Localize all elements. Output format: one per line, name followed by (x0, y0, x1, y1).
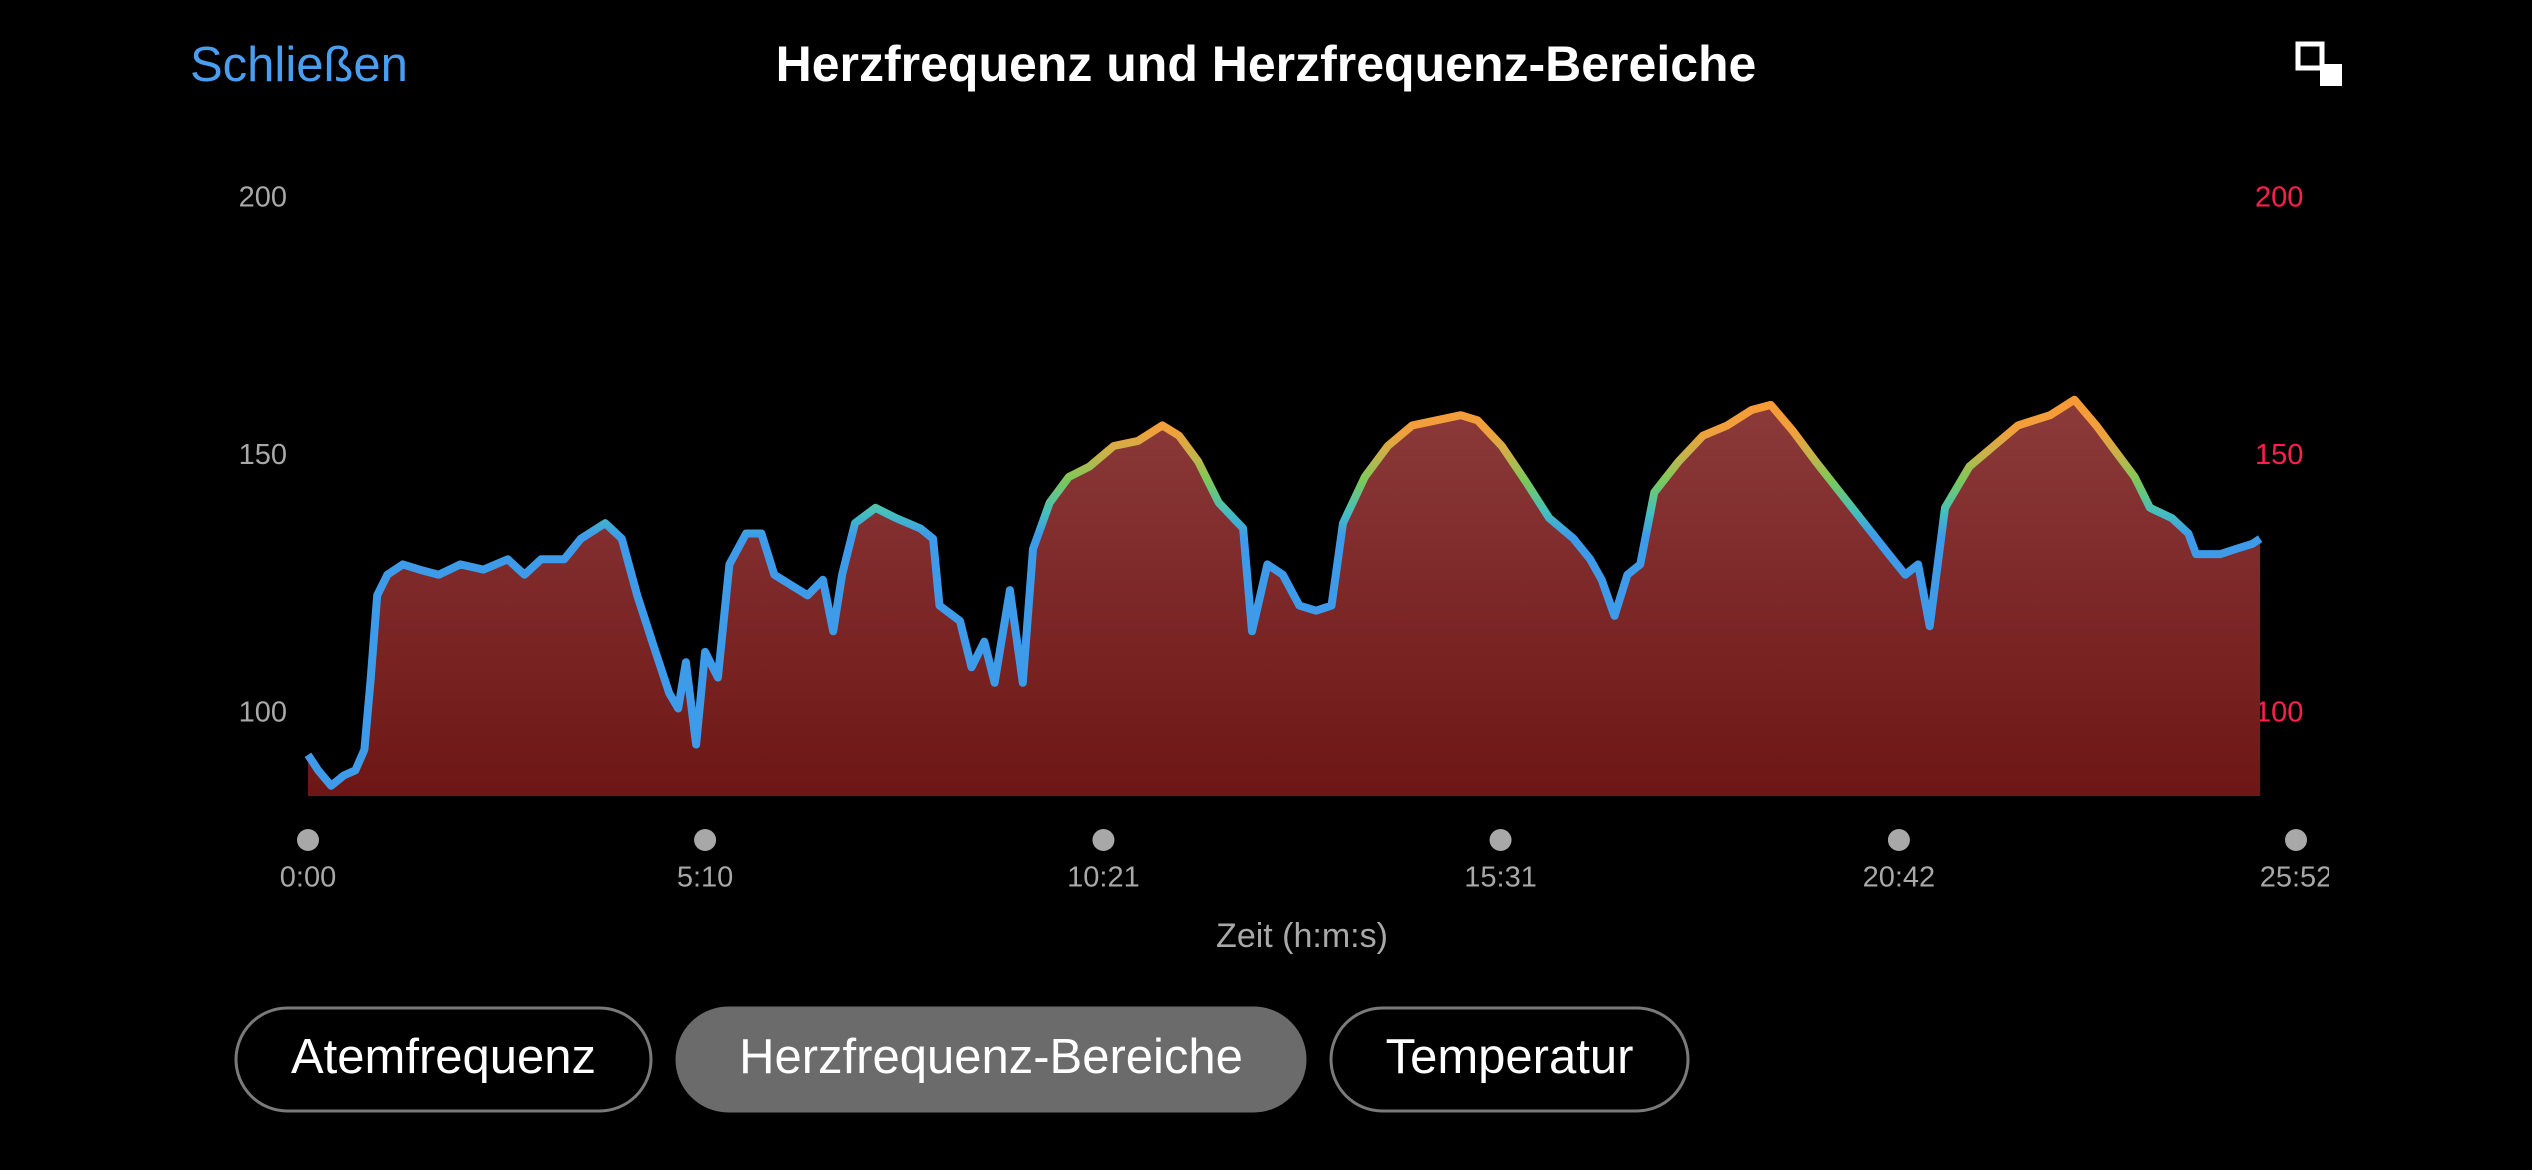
tab-button[interactable] (675, 1006, 1307, 1113)
tab-button[interactable] (1329, 1006, 1690, 1113)
x-tick-label: 25:52 (2260, 862, 2333, 894)
x-axis-label: Zeit (h:m:s) (1216, 917, 1388, 955)
y2-tick-label: 150 (2255, 439, 2303, 471)
y2-tick-label: 200 (2255, 182, 2303, 214)
screen-title: Herzfrequenz und Herzfrequenz-Bereiche (776, 36, 1757, 92)
y2-tick-label: 100 (2255, 696, 2303, 728)
x-axis: 0:00 5:10 10:21 15:31 20:42 25:52 (280, 829, 2333, 894)
x-tick-label: 0:00 (280, 862, 336, 894)
tab-label[interactable]: Temperatur (1386, 1030, 1634, 1084)
x-tick-label: 15:31 (1464, 862, 1537, 894)
chart: 100 150 200 100 150 200 0:00 5:10 10:21 15:31 20:4… (239, 182, 2333, 955)
x-tick-dot (297, 829, 319, 851)
y-tick-label: 100 (239, 696, 287, 728)
y-tick-label: 150 (239, 439, 287, 471)
x-tick-dot (1489, 829, 1512, 851)
tab-bar: Atemfrequenz Herzfrequenz-Bereiche Tempera… (234, 1006, 1690, 1113)
x-tick-dot (2285, 829, 2307, 851)
x-tick-label: 5:10 (677, 862, 733, 894)
x-tick-label: 20:42 (1863, 862, 1936, 894)
x-tick-dot (1092, 829, 1115, 851)
tab-label[interactable]: Herzfrequenz-Bereiche (739, 1030, 1243, 1084)
x-tick-dot (694, 829, 717, 851)
heart-rate-line (304, 395, 2263, 790)
tab-label[interactable]: Atemfrequenz (291, 1030, 596, 1084)
x-tick-dot (1887, 829, 1910, 851)
tab-button[interactable] (234, 1006, 653, 1113)
area-fill (308, 399, 2261, 796)
x-tick-label: 10:21 (1067, 862, 1140, 894)
fullscreen-icon[interactable] (2295, 41, 2342, 86)
close-button[interactable]: Schließen (190, 38, 408, 92)
y-tick-label: 200 (239, 182, 287, 214)
